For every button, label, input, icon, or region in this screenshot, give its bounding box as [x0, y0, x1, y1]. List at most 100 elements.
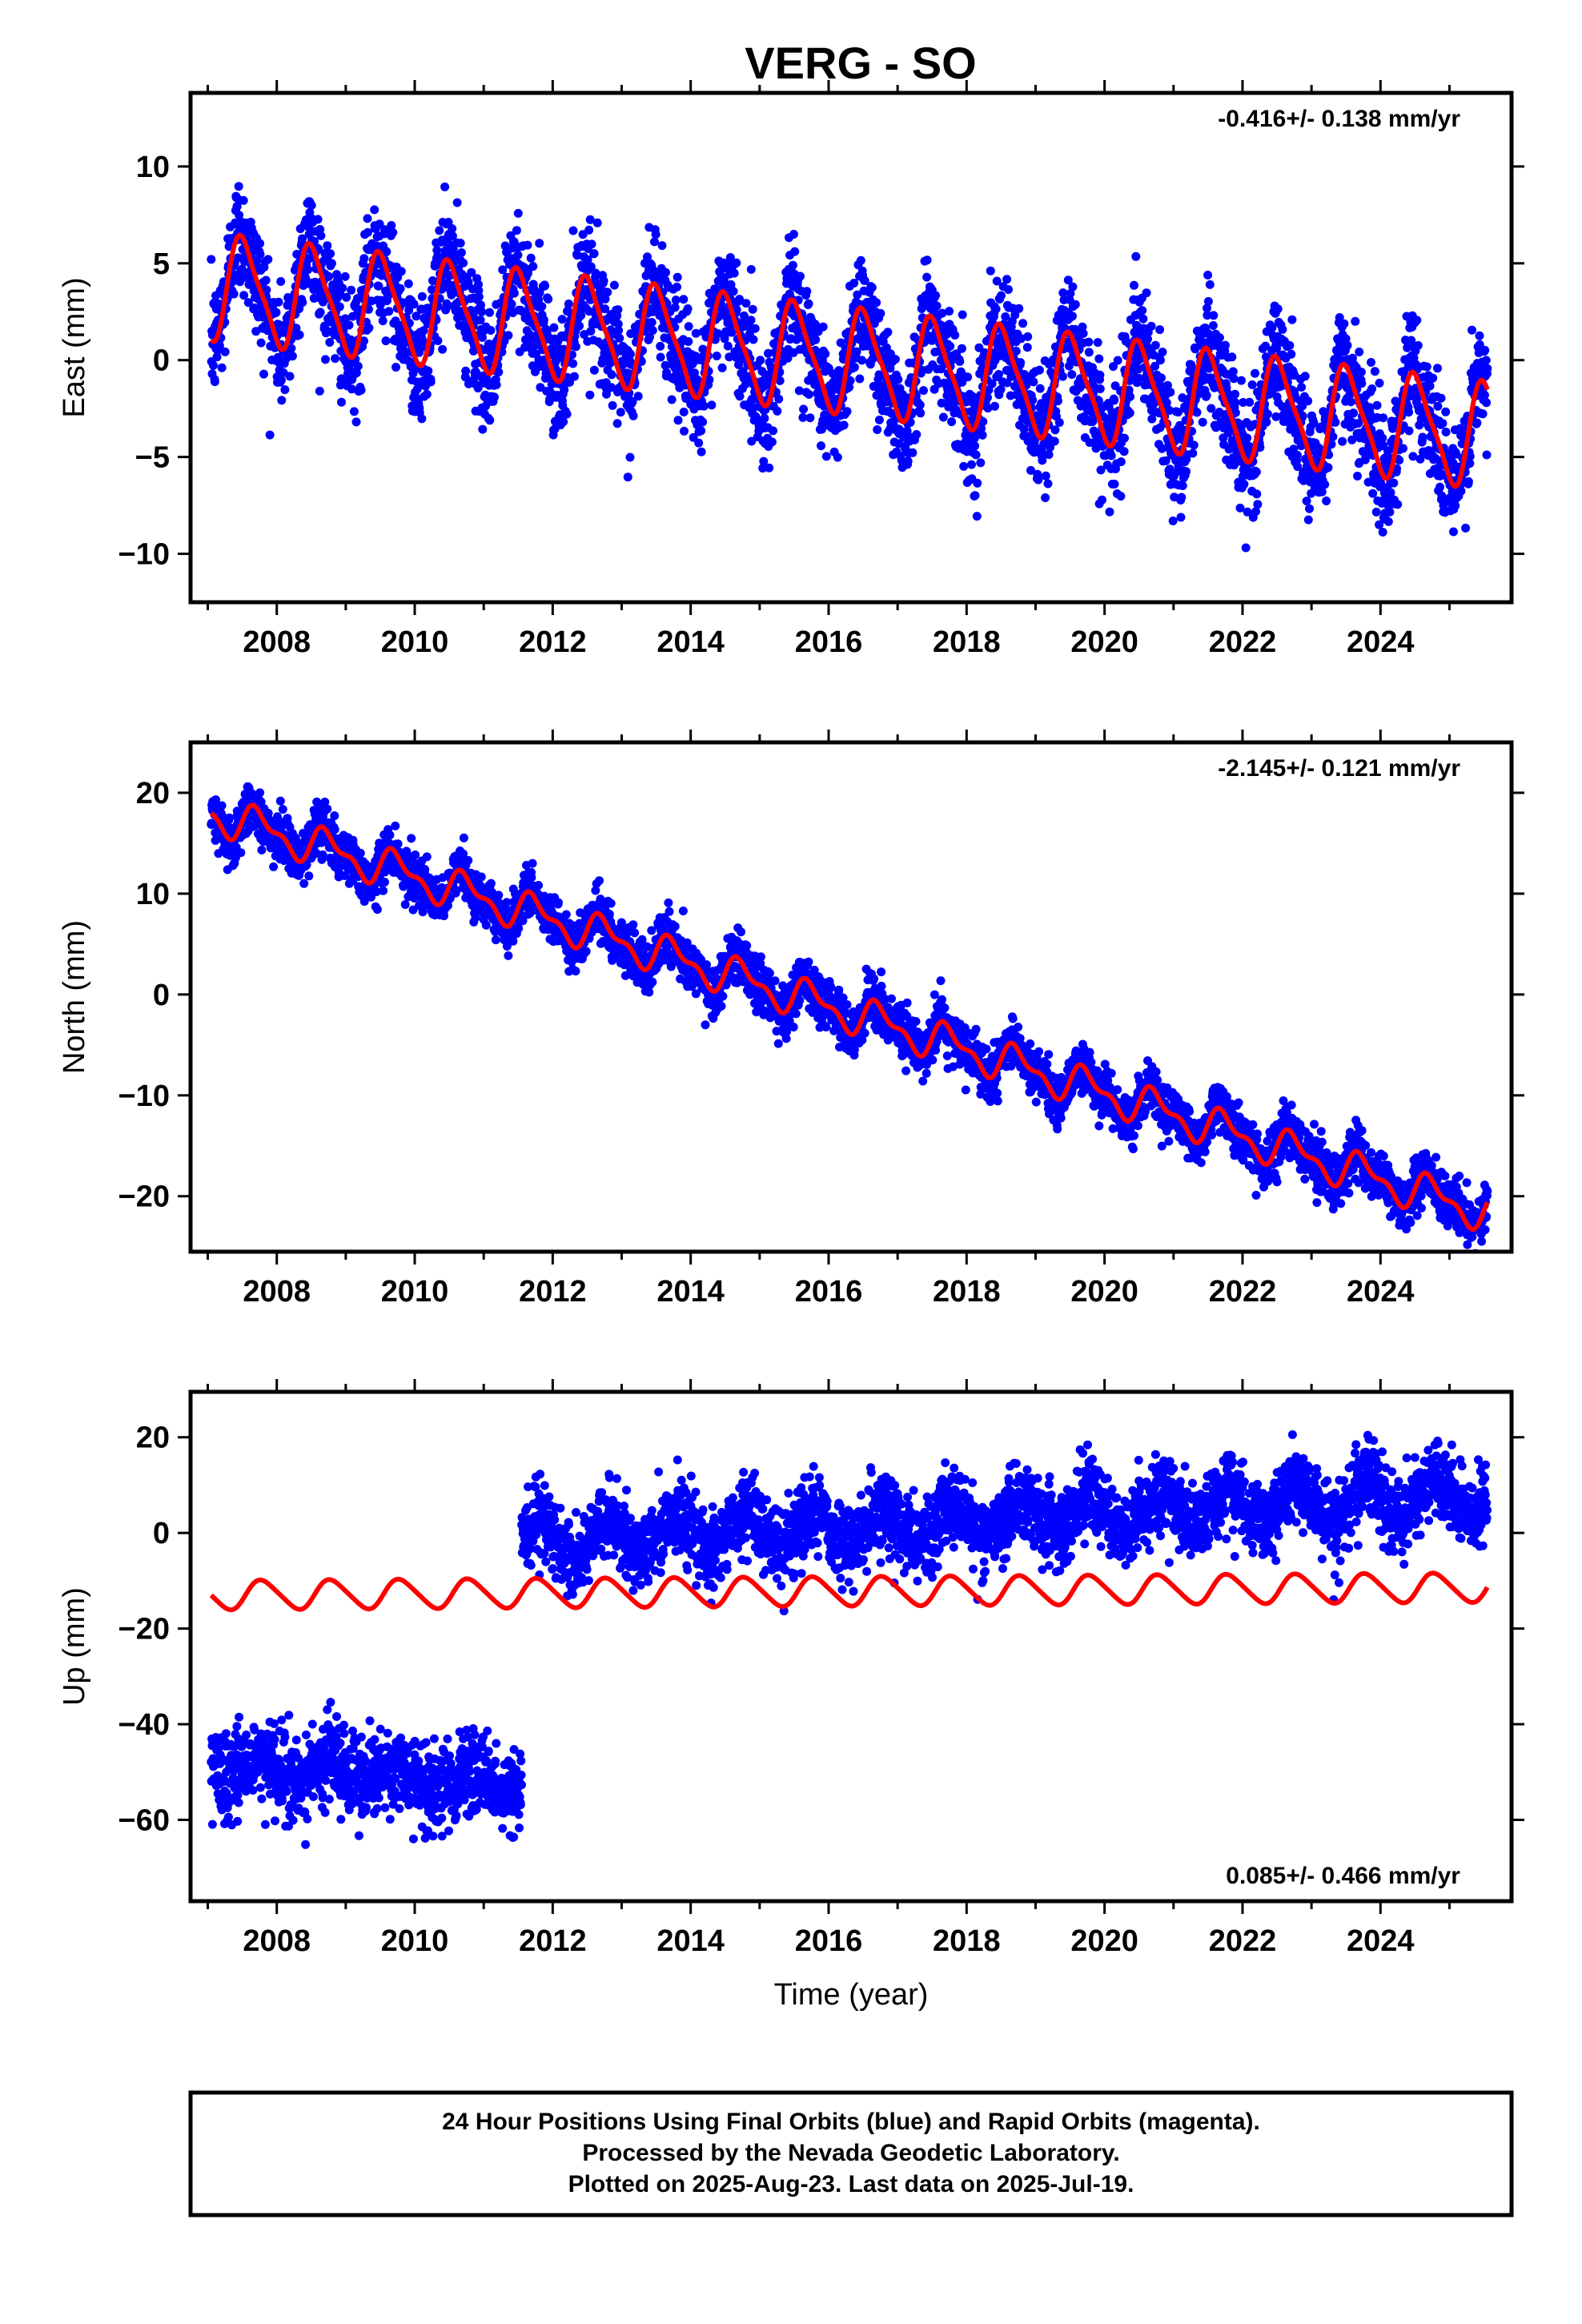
data-point: [774, 394, 784, 404]
data-point: [735, 392, 745, 401]
data-point: [599, 276, 608, 286]
data-point: [486, 326, 496, 335]
data-point: [315, 386, 324, 396]
data-point: [210, 377, 219, 387]
data-point: [713, 329, 723, 339]
data-point: [738, 367, 748, 376]
data-point: [1262, 417, 1271, 427]
data-point: [1125, 408, 1134, 418]
data-point: [826, 388, 836, 397]
data-point: [741, 299, 751, 308]
data-point: [338, 283, 347, 293]
data-point: [476, 316, 485, 325]
data-point: [1110, 480, 1119, 489]
data-point: [691, 328, 701, 338]
data-point: [938, 308, 947, 318]
data-point: [236, 848, 246, 858]
data-point: [922, 255, 932, 265]
data-point: [1456, 486, 1466, 496]
data-point: [359, 336, 368, 346]
data-point: [976, 458, 986, 468]
data-point: [291, 324, 301, 333]
data-point: [1285, 340, 1295, 350]
data-point: [842, 407, 852, 416]
data-point: [994, 370, 1003, 379]
data-point: [1023, 332, 1033, 341]
data-point: [855, 374, 865, 384]
data-point: [380, 878, 389, 887]
data-point: [883, 328, 893, 337]
data-point: [433, 336, 443, 345]
data-point: [1215, 333, 1224, 343]
data-point: [890, 355, 900, 364]
data-point: [1157, 373, 1166, 383]
data-point: [528, 262, 538, 271]
east-plot-area: 2008 2010 2012 2014 2016 2018 2020 2022 20241050…: [118, 80, 1524, 659]
data-point: [444, 218, 453, 227]
data-point: [967, 460, 976, 469]
data-point: [568, 226, 578, 235]
data-point: [239, 195, 248, 205]
data-point: [209, 360, 218, 370]
data-point: [1110, 396, 1119, 405]
data-point: [756, 356, 765, 365]
data-point: [287, 344, 296, 353]
data-point: [608, 400, 617, 410]
data-point: [765, 463, 774, 472]
x-tick-label: 2020: [1070, 625, 1138, 659]
data-point: [1119, 447, 1129, 456]
data-point: [212, 352, 222, 362]
data-point: [1050, 436, 1059, 446]
data-point: [614, 326, 624, 336]
data-point: [1482, 398, 1492, 408]
data-point: [1203, 271, 1213, 279]
data-point: [628, 411, 638, 420]
data-point: [919, 386, 928, 396]
data-point: [839, 420, 849, 430]
data-point: [233, 253, 243, 263]
data-point: [400, 900, 410, 909]
data-point: [225, 813, 234, 822]
data-point: [337, 397, 346, 407]
data-point: [912, 430, 921, 439]
data-point: [564, 300, 573, 308]
data-point: [1393, 500, 1403, 509]
data-point: [374, 281, 383, 291]
data-point: [1435, 482, 1444, 492]
data-point: [277, 396, 287, 405]
data-point: [1480, 390, 1489, 400]
data-point: [1095, 370, 1105, 380]
data-point: [259, 369, 268, 379]
data-point: [790, 247, 800, 256]
data-point: [1004, 285, 1013, 294]
data-point: [1207, 404, 1216, 413]
data-point: [937, 398, 946, 408]
data-point: [1138, 314, 1148, 324]
data-point: [351, 368, 361, 378]
data-point: [586, 262, 596, 271]
data-point: [625, 452, 635, 462]
data-point: [1418, 432, 1427, 442]
data-point: [340, 271, 350, 281]
data-point: [623, 472, 632, 482]
data-point: [833, 452, 842, 462]
data-point: [490, 392, 499, 402]
data-point: [452, 198, 462, 207]
data-point: [746, 316, 756, 325]
data-point: [295, 330, 304, 340]
data-point: [1041, 493, 1050, 502]
data-point: [448, 224, 457, 233]
data-point: [379, 886, 388, 895]
data-point: [955, 356, 965, 366]
data-point: [576, 311, 586, 320]
data-point: [384, 307, 394, 316]
data-point: [697, 447, 706, 456]
data-point: [1106, 451, 1116, 460]
data-point: [1231, 398, 1240, 408]
data-point: [1370, 367, 1379, 376]
data-point: [645, 332, 654, 342]
data-point: [1043, 479, 1053, 489]
data-point: [1383, 517, 1393, 526]
data-point: [735, 295, 745, 304]
data-point: [1378, 528, 1387, 537]
